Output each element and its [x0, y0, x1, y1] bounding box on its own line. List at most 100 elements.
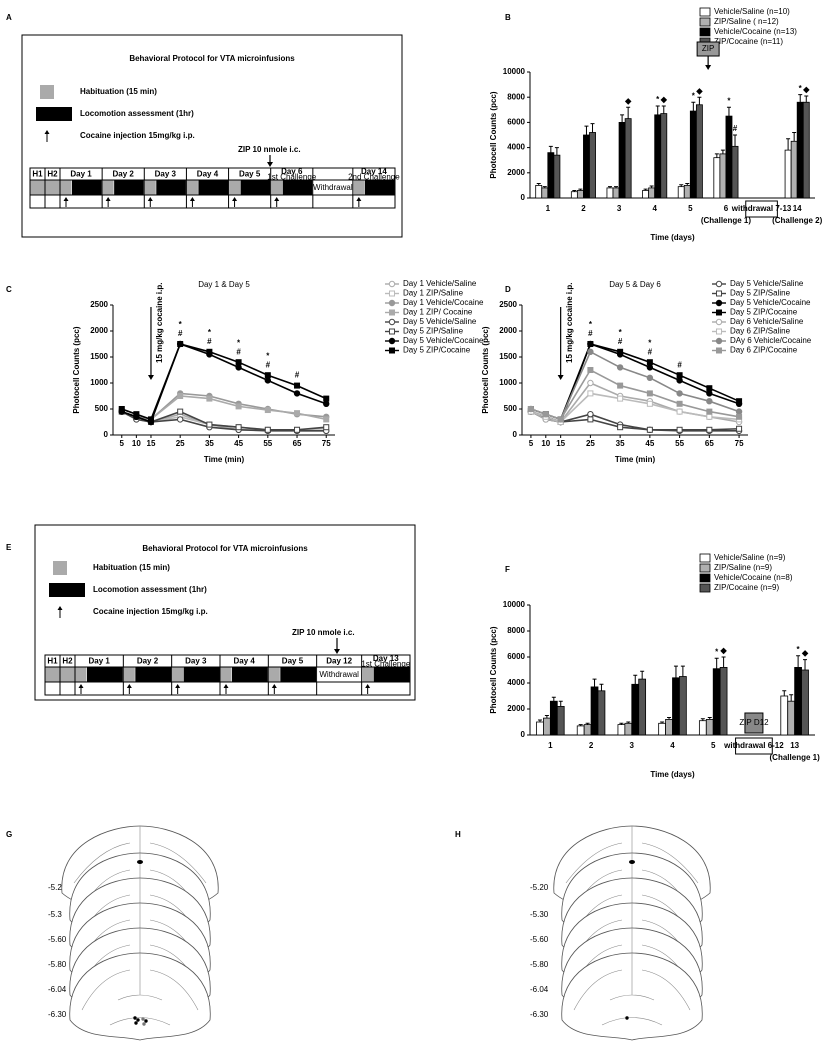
data-point — [587, 390, 594, 397]
significance-mark: * — [727, 96, 731, 105]
data-point — [235, 403, 242, 410]
habituation-block — [186, 180, 198, 195]
locomotion-block — [282, 180, 313, 195]
error-bar — [554, 147, 559, 156]
legend-marker — [389, 328, 395, 335]
significance-mark: ◆ — [695, 86, 703, 95]
habituation-block — [220, 667, 232, 682]
locomotion-block — [198, 180, 229, 195]
x-tick-label: 35 — [616, 439, 625, 448]
legend-swatch — [699, 17, 711, 27]
data-point — [676, 372, 683, 379]
bar — [801, 669, 809, 736]
data-point — [617, 424, 624, 431]
protocol-title: Behavioral Protocol for VTA microinfusio… — [142, 544, 308, 553]
bar — [576, 190, 584, 199]
y-tick-label: 4000 — [507, 678, 525, 687]
y-tick-label: 1000 — [90, 378, 108, 387]
error-bar — [548, 145, 553, 153]
arrow-head — [356, 197, 362, 201]
injection-site — [629, 860, 635, 864]
error-bar — [685, 183, 690, 186]
data-point — [323, 400, 330, 407]
x-axis-label: Time (days) — [650, 770, 695, 779]
arrow-head — [189, 197, 195, 201]
bar — [583, 724, 592, 736]
y-axis-label: Photocell Counts (pcc) — [481, 326, 490, 413]
x-tick-label: 65 — [705, 439, 714, 448]
withdrawal-block — [313, 180, 353, 195]
legend-label: Locomotion assessment (1hr) — [93, 585, 207, 594]
bregma-level: -6.04 — [530, 985, 549, 994]
bar — [606, 187, 614, 199]
data-point — [264, 377, 272, 384]
arrow-head — [147, 375, 154, 380]
habituation-block — [144, 180, 156, 195]
bar — [535, 184, 543, 199]
data-point — [294, 426, 301, 433]
significance-mark: * — [237, 338, 241, 347]
bar — [660, 113, 668, 199]
data-point — [646, 400, 653, 407]
legend-swatch — [49, 583, 85, 597]
data-point — [557, 416, 564, 423]
data-point — [264, 372, 271, 379]
timeline-sublabel: 1st Challenge — [267, 173, 316, 182]
y-tick-label: 1500 — [90, 352, 108, 361]
error-bar — [714, 657, 719, 669]
legend-swatch — [53, 561, 67, 575]
timeline-label: Day 1 — [88, 657, 110, 666]
zip-label: ZIP 10 nmole i.c. — [238, 145, 301, 154]
bar — [553, 154, 561, 199]
error-bar — [667, 716, 672, 720]
data-point — [735, 408, 743, 415]
y-tick-label: 1000 — [499, 378, 517, 387]
legend-marker — [388, 280, 396, 288]
data-point — [706, 385, 713, 392]
significance-mark: * — [692, 91, 696, 100]
data-point — [177, 393, 184, 399]
data-point — [323, 395, 330, 402]
error-bar — [714, 153, 719, 158]
x-tick-label: 3 — [630, 741, 635, 750]
x-tick-label: 6 — [724, 204, 729, 213]
data-point — [587, 416, 594, 423]
legend-marker — [388, 337, 396, 345]
brain-section — [69, 952, 211, 1041]
significance-mark: ◆ — [624, 96, 632, 105]
timeline-label: H2 — [62, 657, 73, 666]
timeline-label: Day 2 — [113, 170, 135, 179]
withdrawal-box — [735, 737, 773, 755]
injection-site — [133, 1016, 137, 1020]
data-point — [706, 390, 713, 397]
arrow-head — [126, 684, 132, 688]
brain-detail — [81, 953, 199, 1026]
x-tick-label: 1 — [546, 204, 551, 213]
legend-label: Cocaine injection 15mg/kg i.p. — [80, 131, 195, 140]
bar — [683, 184, 691, 199]
data-point — [542, 411, 549, 418]
legend-label: Day 5 ZIP/Saline — [730, 289, 791, 298]
error-bar — [640, 670, 645, 680]
locomotion-block — [72, 180, 102, 195]
x-tick-label: 5 — [711, 741, 716, 750]
error-bar — [707, 716, 712, 720]
legend-swatch — [699, 7, 711, 17]
bar — [618, 122, 626, 199]
x-tick-label: 25 — [176, 439, 185, 448]
x-tick-label: 15 — [147, 439, 156, 448]
significance-mark: # — [648, 347, 653, 356]
locomotion-block — [364, 180, 395, 195]
data-point — [646, 374, 654, 381]
habituation-block — [268, 667, 280, 682]
legend-swatch — [699, 563, 711, 573]
significance-mark: * — [179, 320, 183, 329]
habituation-block — [60, 667, 75, 682]
error-bar — [789, 694, 794, 702]
bar — [802, 101, 810, 199]
legend-label: Day 6 Vehicle/Saline — [730, 317, 804, 326]
error-bar — [661, 105, 666, 114]
x-tick-label: 75 — [735, 439, 744, 448]
brain-detail — [81, 853, 199, 926]
bar — [631, 683, 640, 736]
